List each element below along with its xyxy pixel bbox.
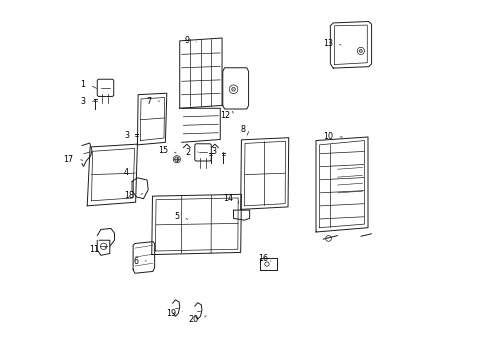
Text: 2: 2	[185, 148, 191, 157]
Text: 7: 7	[146, 96, 151, 105]
Text: 18: 18	[124, 190, 134, 199]
Text: 19: 19	[166, 309, 176, 318]
Text: 20: 20	[188, 315, 198, 324]
Text: 1: 1	[80, 81, 85, 90]
Text: 9: 9	[184, 36, 190, 45]
Text: 8: 8	[241, 125, 245, 134]
Text: 14: 14	[223, 194, 234, 203]
Circle shape	[359, 49, 362, 52]
Text: 10: 10	[323, 132, 333, 141]
Text: 6: 6	[133, 257, 138, 266]
Text: 3: 3	[124, 131, 129, 140]
Text: 11: 11	[89, 246, 98, 255]
Text: 3: 3	[211, 147, 216, 156]
FancyBboxPatch shape	[195, 144, 211, 161]
Text: 12: 12	[220, 111, 231, 120]
Text: 15: 15	[158, 146, 168, 155]
Text: 4: 4	[123, 168, 128, 177]
Text: 13: 13	[323, 39, 333, 48]
Circle shape	[175, 157, 179, 161]
FancyBboxPatch shape	[97, 79, 114, 96]
Text: 3: 3	[80, 96, 85, 105]
Text: 17: 17	[64, 155, 74, 164]
Text: 5: 5	[174, 212, 180, 221]
Text: 16: 16	[258, 255, 269, 264]
Circle shape	[232, 87, 235, 91]
